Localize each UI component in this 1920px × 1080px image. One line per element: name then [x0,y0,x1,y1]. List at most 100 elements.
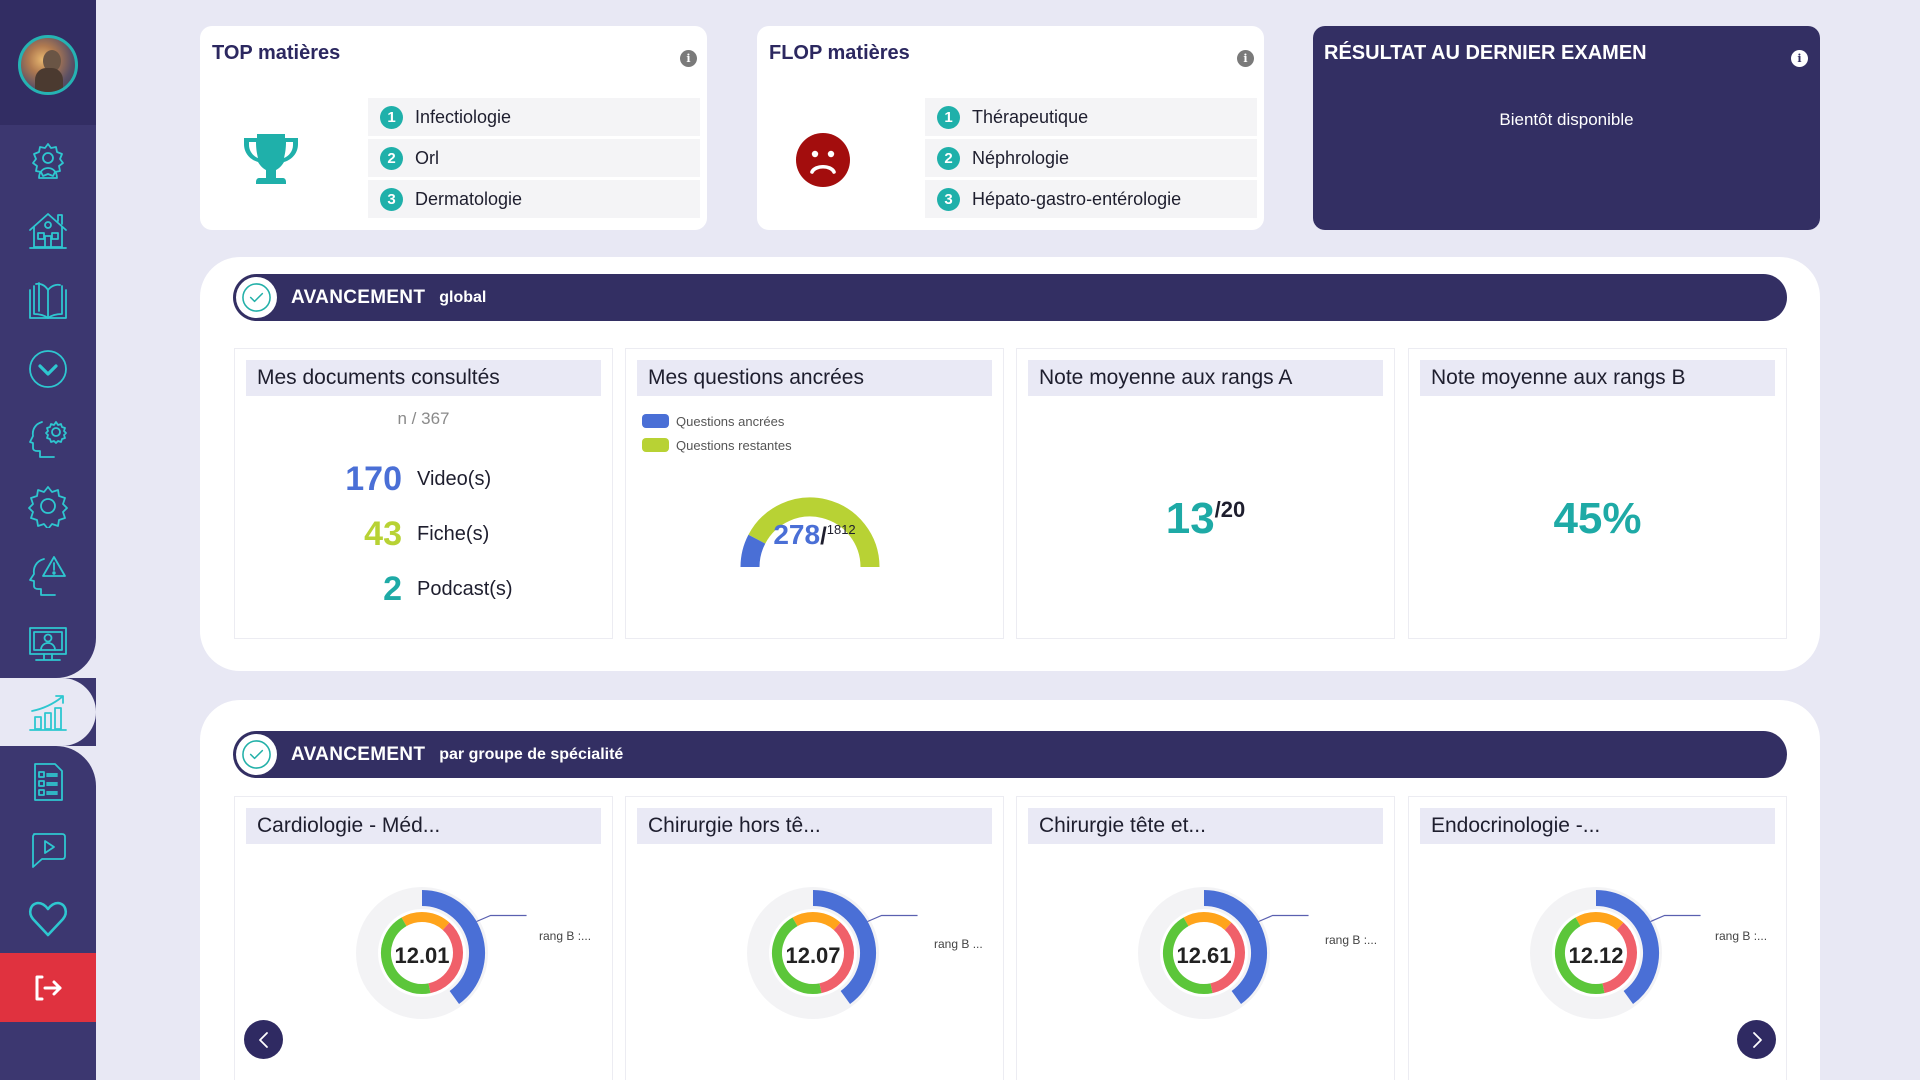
rank-badge: 3 [380,187,403,211]
heart-icon [28,901,68,937]
logout-button[interactable] [0,953,96,1022]
check-circle-icon [236,277,277,318]
sidebar-profile-area [0,0,96,125]
user-gear-icon [32,143,64,179]
rank-badge: 3 [937,187,960,211]
rang-b-callout: rang B :... [1715,929,1768,943]
inner-segment-green [1163,917,1213,994]
specialty-card[interactable]: Chirurgie tête et... 12.61 rang B :... [1016,796,1395,1080]
last-exam-title: RÉSULTAT AU DERNIER EXAMEN [1324,42,1647,64]
info-icon[interactable]: i [1237,50,1254,67]
gauge-value: 278/1812 [626,519,1003,551]
specialty-card[interactable]: Cardiologie - Méd... 12.01 rang B :... [234,796,613,1080]
flop-subjects-list: 1 Thérapeutique 2 Néphrologie 3 Hépato-gast… [925,98,1257,221]
top-subjects-list: 1 Infectiologie 2 Orl 3 Dermatologie [368,98,700,221]
head-warning-icon [29,556,66,596]
list-item[interactable]: 1 Thérapeutique [925,98,1257,136]
sidebar-item-expand[interactable] [0,335,96,403]
documents-row-podcasts: 2 Podcast(s) [235,569,612,609]
carousel-next-button[interactable] [1737,1020,1776,1059]
list-item[interactable]: 2 Néphrologie [925,139,1257,177]
list-item[interactable]: 3 Hépato-gastro-entérologie [925,180,1257,218]
inner-segment-orange [1575,912,1624,931]
podcasts-label: Podcast(s) [417,578,513,600]
legend-item-remaining[interactable]: Questions restantes [642,433,792,457]
legend-swatch [642,438,669,452]
carousel-prev-button[interactable] [244,1020,283,1059]
videos-count: 170 [345,460,402,498]
sidebar-item-checklists[interactable] [0,748,96,816]
sheets-count: 43 [364,515,402,553]
list-item[interactable]: 2 Orl [368,139,700,177]
active-notch-top [56,638,96,678]
sidebar-item-profile-settings[interactable] [0,128,96,196]
legend-label: Questions ancrées [676,413,785,429]
sidebar-item-favorites[interactable] [0,884,96,952]
last-exam-result-card: RÉSULTAT AU DERNIER EXAMEN i Bientôt dis… [1313,26,1820,230]
rang-b-callout: rang B ... [934,937,983,951]
callout-leader-line [1258,914,1309,923]
callout-leader-line [1650,914,1701,923]
sidebar-item-training[interactable] [0,404,96,472]
sidebar [0,0,96,1080]
inner-segment-green [772,917,822,994]
check-circle-icon [236,734,277,775]
global-progress-section: AVANCEMENT global Mes documents consulté… [200,257,1820,671]
subject-label: Néphrologie [972,147,1070,168]
inner-segment-red [1602,922,1637,994]
gauge-remaining-arc [748,497,880,568]
chevron-right-icon [1752,1031,1762,1048]
documents-row-videos: 170 Video(s) [235,459,612,499]
questions-gauge [740,497,880,568]
active-item-background [0,678,96,746]
total-questions: 1812 [826,522,856,537]
inner-segment-red [1210,922,1245,994]
sidebar-item-settings[interactable] [0,472,96,540]
specialty-score: 12.12 [1568,943,1624,968]
rang-b-arc [421,890,485,1004]
sidebar-item-home[interactable] [0,196,96,264]
sidebar-item-webinar[interactable] [0,610,96,678]
rang-b-arc [1203,890,1267,1004]
global-progress-banner: AVANCEMENT global [233,274,1787,321]
info-icon[interactable]: i [680,50,697,67]
list-item[interactable]: 3 Dermatologie [368,180,700,218]
logout-icon [35,975,62,1000]
sidebar-item-library[interactable] [0,266,96,334]
sidebar-item-progress[interactable] [0,678,96,746]
specialty-card[interactable]: Endocrinologie -... 12.12 rang B :... [1408,796,1787,1080]
top-subjects-card: TOP matières i 1 Infectiologie 2 Orl 3 Derm… [200,26,707,230]
card-title: Chirurgie tête et... [1028,808,1383,844]
rang-b-arc [1595,890,1659,1004]
card-title: Mes questions ancrées [637,360,992,396]
documents-total: n / 367 [397,409,450,428]
specialty-donut-chart [747,887,918,1019]
sidebar-item-alerts[interactable] [0,541,96,609]
specialty-score: 12.61 [1176,943,1232,968]
trophy-icon [244,134,298,184]
documents-row-sheets: 43 Fiche(s) [235,514,612,554]
chart-legend: Questions ancrées Questions restantes [642,409,792,457]
list-item[interactable]: 1 Infectiologie [368,98,700,136]
flop-subjects-card: FLOP matières i 1 Thérapeutique 2 Néphrolo… [757,26,1264,230]
rank-a-card: Note moyenne aux rangs A 13/20 [1016,348,1395,639]
rang-b-callout: rang B :... [539,929,592,943]
specialty-card[interactable]: Chirurgie hors tê... 12.07 rang B ... [625,796,1004,1080]
anchored-count: 278 [773,519,821,550]
avatar[interactable] [18,35,78,95]
inner-segment-orange [1183,912,1232,931]
banner-subtitle: global [439,288,487,306]
info-icon[interactable]: i [1791,50,1808,67]
gauge-separator: / [820,523,827,550]
monitor-user-icon [29,627,67,661]
anchored-questions-card: Mes questions ancrées Questions ancrées … [625,348,1004,639]
specialty-progress-section: AVANCEMENT par groupe de spécialité Card… [200,700,1820,1080]
callout-leader-line [476,914,527,923]
rank-badge: 1 [937,105,960,129]
sidebar-item-videos[interactable] [0,816,96,884]
inner-segment-green [1555,917,1605,994]
legend-item-anchored[interactable]: Questions ancrées [642,409,792,433]
specialty-score: 12.01 [394,943,450,968]
specialty-progress-banner: AVANCEMENT par groupe de spécialité [233,731,1787,778]
specialty-donut-chart [1530,887,1701,1019]
